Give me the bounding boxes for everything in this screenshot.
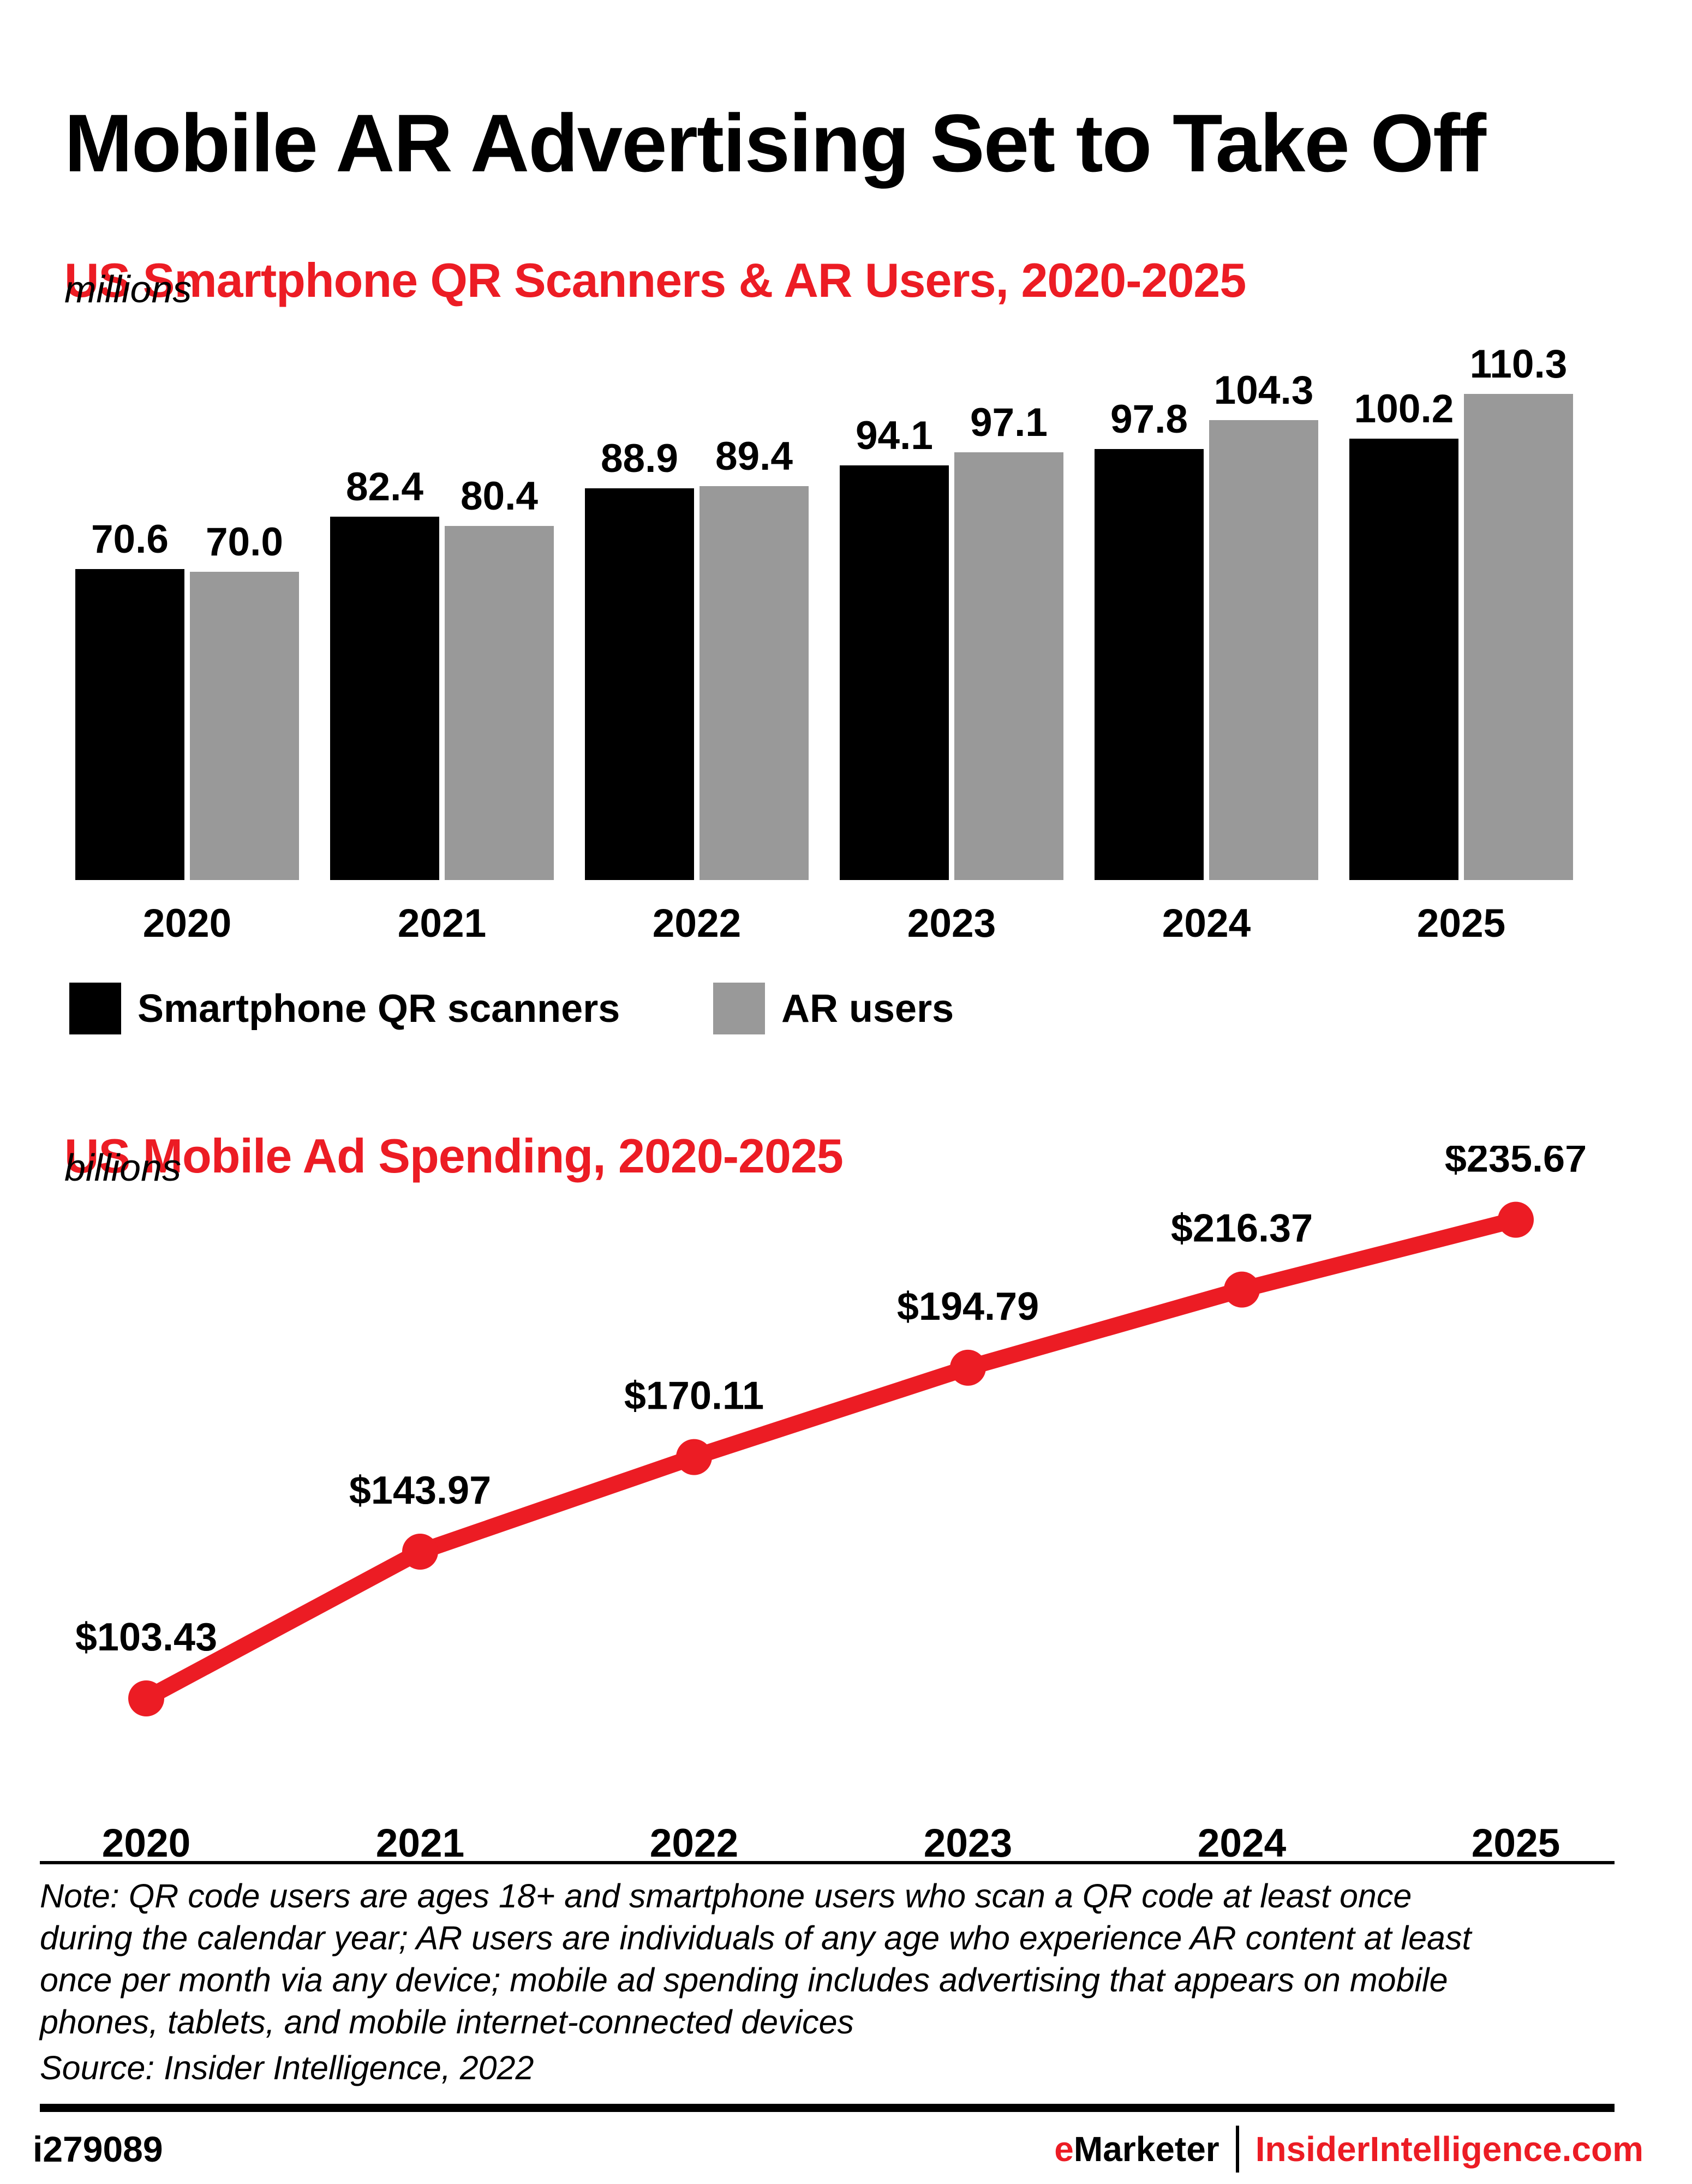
footer-divider-bar <box>40 2104 1615 2112</box>
footer: i279089 e Marketer InsiderIntelligence.co… <box>33 2126 1643 2173</box>
line-point <box>128 1680 164 1716</box>
line-year-label: 2023 <box>924 1821 1012 1865</box>
line-series <box>142 1212 1518 1706</box>
bar <box>840 465 949 880</box>
legend-swatch-black <box>69 983 121 1034</box>
note-divider-line <box>40 1861 1615 1864</box>
bar-chart-legend: Smartphone QR scanners AR users <box>0 983 1692 1034</box>
legend-item-ar-users: AR users <box>713 983 954 1034</box>
line-value-label: $216.37 <box>1171 1207 1313 1250</box>
bar-pair: 94.1 97.1 <box>840 403 1063 880</box>
bar-year-label: 2021 <box>397 901 487 946</box>
bar <box>1464 394 1573 880</box>
bar <box>699 486 809 880</box>
line-value-label: $170.11 <box>624 1374 764 1418</box>
bar-value-label: 70.6 <box>91 517 169 561</box>
legend-label: AR users <box>781 986 954 1031</box>
insider-intelligence-url: InsiderIntelligence.com <box>1255 2129 1643 2169</box>
bar-year-label: 2024 <box>1162 901 1251 946</box>
note-text: Note: QR code users are ages 18+ and sma… <box>40 1877 1472 2041</box>
line-point <box>676 1439 712 1475</box>
bar-year-label: 2020 <box>142 901 232 946</box>
page-title: Mobile AR Advertising Set to Take Off <box>64 97 1486 189</box>
source-text: Source: Insider Intelligence, 2022 <box>40 2049 534 2086</box>
line-year-label: 2021 <box>376 1821 464 1865</box>
line-point <box>950 1349 986 1386</box>
bar-value-label: 100.2 <box>1354 387 1454 431</box>
logo-separator <box>1235 2126 1239 2173</box>
brand-logo: e Marketer InsiderIntelligence.com <box>1054 2126 1643 2173</box>
bar-year-label: 2023 <box>907 901 996 946</box>
bar <box>1209 420 1318 880</box>
bar-value-label: 97.1 <box>970 400 1048 445</box>
bar <box>1095 449 1204 880</box>
legend-swatch-gray <box>713 983 765 1034</box>
line-point <box>1498 1201 1534 1238</box>
bar <box>585 488 694 880</box>
chart-id: i279089 <box>33 2129 163 2169</box>
line-point <box>402 1534 438 1570</box>
bar-group: 82.4 80.4 2021 <box>330 467 554 943</box>
line-value-label: $235.67 <box>1445 1146 1587 1181</box>
line-value-label: $103.43 <box>75 1615 217 1659</box>
line-chart: $103.43 2020 $143.97 2021 $170.11 2022 $194.79… <box>75 1146 1587 1865</box>
bar <box>445 526 554 880</box>
bar-value-label: 104.3 <box>1213 368 1314 412</box>
bar-cell: 70.6 <box>75 519 184 880</box>
bar-pair: 97.8 104.3 <box>1095 370 1318 880</box>
bar-value-label: 89.4 <box>715 434 793 478</box>
bar-value-label: 80.4 <box>460 474 539 518</box>
bar-cell: 82.4 <box>330 467 439 880</box>
bar-group: 97.8 104.3 2024 <box>1095 370 1318 943</box>
bar-cell: 110.3 <box>1464 344 1573 880</box>
legend-item-qr-scanners: Smartphone QR scanners <box>69 983 620 1034</box>
bar-cell: 88.9 <box>585 439 694 880</box>
line-value-label: $143.97 <box>349 1469 491 1512</box>
bar-cell: 70.0 <box>190 522 299 880</box>
bar-value-label: 110.3 <box>1469 342 1568 386</box>
bar-chart: 70.6 70.0 2020 82.4 80.4 2021 88.9 89.4 2022 94.1… <box>75 344 1573 943</box>
line-year-label: 2022 <box>650 1821 738 1865</box>
bar <box>1349 439 1458 880</box>
bar-year-label: 2022 <box>652 901 742 946</box>
bar-chart-title: US Smartphone QR Scanners & AR Users, 20… <box>64 253 1246 308</box>
bar <box>330 517 439 880</box>
bar-value-label: 88.9 <box>600 436 679 481</box>
bar-cell: 100.2 <box>1349 389 1458 880</box>
line-year-label: 2020 <box>102 1821 190 1865</box>
bar-pair: 100.2 110.3 <box>1349 344 1573 880</box>
bar-year-label: 2025 <box>1416 901 1506 946</box>
bar-cell: 104.3 <box>1209 370 1318 880</box>
line-chart-unit-label: billions <box>64 1146 181 1189</box>
line-year-label: 2024 <box>1198 1821 1287 1865</box>
bar-value-label: 97.8 <box>1110 397 1188 441</box>
line-point <box>1224 1271 1260 1308</box>
bar <box>75 569 184 880</box>
bar-pair: 82.4 80.4 <box>330 467 554 880</box>
bar-cell: 80.4 <box>445 476 554 880</box>
bar-pair: 70.6 70.0 <box>75 519 299 880</box>
bar-cell: 94.1 <box>840 416 949 880</box>
line-year-label: 2025 <box>1472 1821 1560 1865</box>
bar <box>190 572 299 880</box>
legend-label: Smartphone QR scanners <box>137 986 620 1031</box>
bar-chart-unit-label: millions <box>64 268 192 310</box>
bar-pair: 88.9 89.4 <box>585 436 809 880</box>
bar-group: 88.9 89.4 2022 <box>585 436 809 943</box>
bar-cell: 97.1 <box>954 403 1063 880</box>
bar <box>954 452 1063 880</box>
bar-cell: 97.8 <box>1095 399 1204 880</box>
bar-value-label: 70.0 <box>205 520 284 564</box>
line-chart-title: US Mobile Ad Spending, 2020-2025 <box>64 1129 844 1183</box>
bar-group: 94.1 97.1 2023 <box>840 403 1063 943</box>
bar-value-label: 82.4 <box>345 465 424 509</box>
line-value-label: $194.79 <box>897 1285 1039 1329</box>
bar-value-label: 94.1 <box>855 414 934 458</box>
emarketer-logo-rest: Marketer <box>1073 2129 1219 2169</box>
bar-cell: 89.4 <box>699 436 809 880</box>
emarketer-logo-e: e <box>1054 2129 1074 2169</box>
bar-group: 70.6 70.0 2020 <box>75 519 299 943</box>
bar-group: 100.2 110.3 2025 <box>1349 344 1573 943</box>
